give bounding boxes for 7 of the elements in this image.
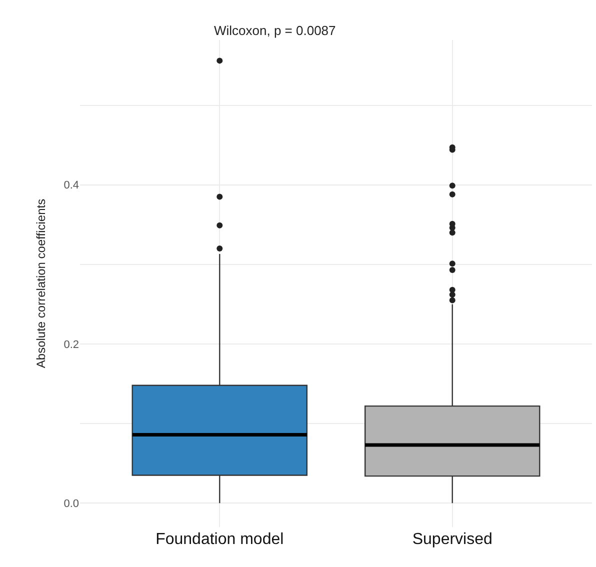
y-tick-label: 0.2 [64, 338, 79, 351]
y-tick-label: 0.4 [64, 180, 79, 192]
x-tick-label: Foundation model [156, 531, 284, 548]
y-tick-label: 0.0 [64, 498, 79, 510]
y-axis-title: Absolute correlation coefficients [34, 198, 48, 368]
text: Wilcoxon, p = 0.0087 [214, 23, 336, 38]
x-tick-label: Supervised [412, 531, 492, 548]
